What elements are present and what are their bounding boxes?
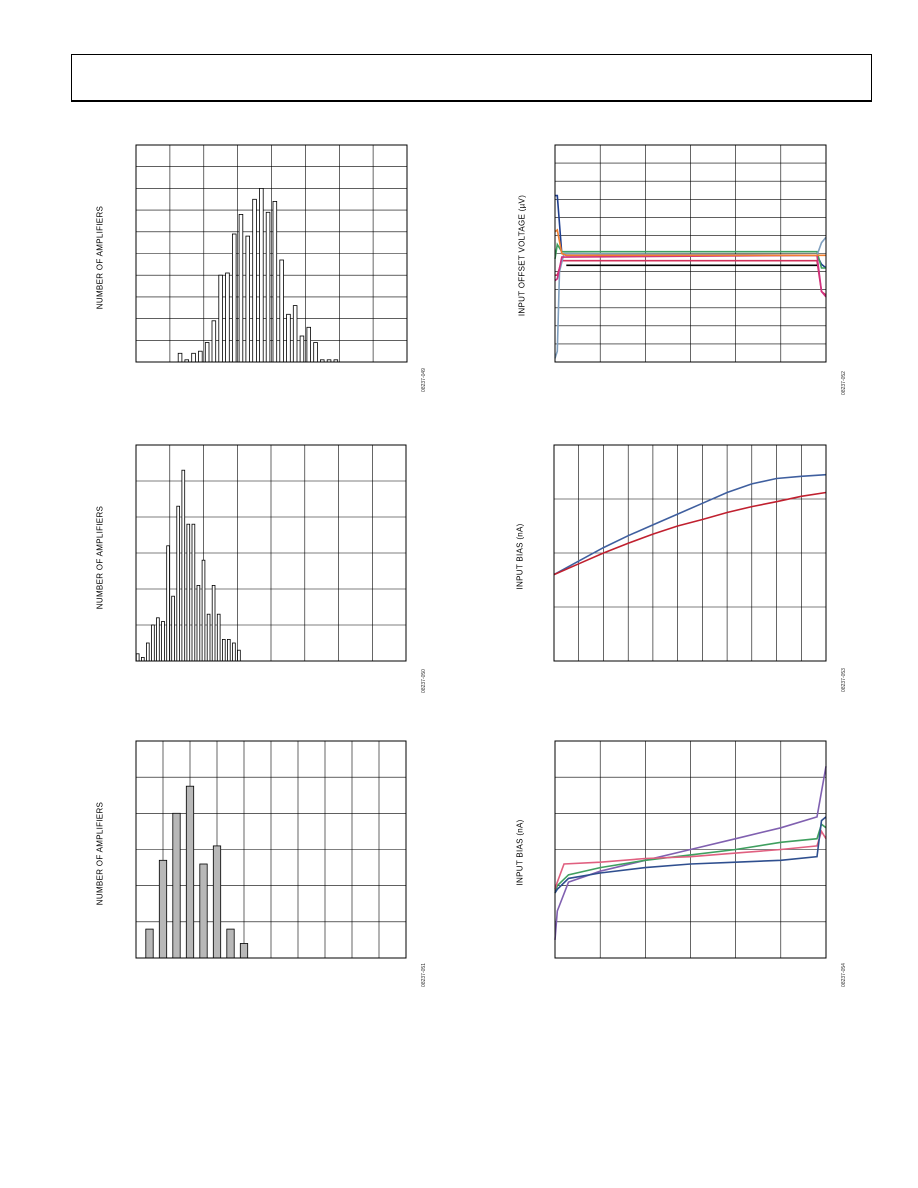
histogram-bar: [171, 595, 175, 662]
series-line: [554, 242, 826, 269]
histogram-bar: [313, 342, 318, 363]
histogram-bar: [156, 617, 160, 662]
figure-number-6: 08237-054: [840, 963, 847, 987]
histogram-bar: [158, 859, 168, 959]
plot-frame: [554, 740, 827, 959]
histogram-bar: [292, 305, 298, 363]
y-axis-label-3: NUMBER OF AMPLIFIERS: [95, 801, 105, 906]
histogram-bar: [151, 624, 155, 662]
series-line: [554, 228, 826, 257]
histogram-bar: [206, 613, 211, 662]
histogram-bar: [166, 545, 170, 662]
histogram-bar: [212, 845, 222, 959]
histogram-bar: [172, 812, 181, 959]
histogram-bar: [198, 350, 203, 363]
histogram-bar: [239, 943, 249, 959]
plot-frame: [553, 444, 827, 662]
histogram-bar: [211, 320, 217, 363]
histogram-svg-3: [135, 740, 407, 959]
histogram-bar: [265, 211, 271, 363]
histogram-plot-1: [135, 144, 408, 363]
histogram-bar: [186, 523, 191, 662]
figure-number-1: 08237-049: [420, 368, 427, 392]
figure-number-2: 08237-050: [420, 669, 427, 693]
histogram-bar: [259, 188, 264, 363]
histogram-bar: [222, 638, 226, 662]
histogram-bar: [232, 642, 236, 662]
histogram-bar: [185, 785, 195, 959]
figure-number-4: 08237-052: [840, 371, 847, 395]
histogram-bar: [272, 201, 278, 363]
series-line: [554, 254, 827, 298]
series-line: [554, 766, 827, 940]
offset-voltage-svg: [554, 144, 827, 363]
histogram-plot-3: [135, 740, 407, 959]
series-line: [554, 816, 827, 894]
input-bias-plot-2: [554, 740, 827, 959]
input-bias-svg-2: [554, 740, 827, 959]
grid-lines: [136, 145, 407, 362]
histogram-bar: [286, 313, 291, 363]
histogram-bar: [238, 214, 244, 363]
histogram-bar: [226, 928, 235, 959]
histogram-bar: [245, 235, 251, 363]
histogram-bar: [279, 259, 284, 363]
series-line: [554, 236, 827, 359]
grid-lines: [555, 145, 826, 362]
y-axis-label-2: NUMBER OF AMPLIFIERS: [95, 505, 105, 610]
input-bias-svg-1: [553, 444, 827, 662]
y-axis-label-1: NUMBER OF AMPLIFIERS: [95, 205, 105, 310]
histogram-bar: [204, 342, 210, 363]
histogram-bar: [201, 559, 206, 662]
histogram-svg-2: [135, 444, 407, 662]
histogram-bar: [216, 613, 221, 662]
histogram-bar: [145, 928, 154, 959]
histogram-bar: [252, 198, 257, 363]
histogram-plot-2: [135, 444, 407, 662]
histogram-bar: [227, 638, 231, 662]
histogram-bar: [177, 352, 183, 363]
series-line: [554, 822, 827, 894]
figure-number-5: 08237-053: [840, 668, 847, 692]
y-axis-label-4: INPUT OFFSET VOLTAGE (µV): [517, 194, 527, 317]
offset-voltage-plot: [554, 144, 827, 363]
figure-number-3: 08237-051: [420, 963, 427, 987]
histogram-bar: [176, 505, 180, 662]
plot-frame: [554, 144, 827, 363]
histogram-bar: [232, 233, 237, 363]
histogram-bar: [191, 352, 196, 363]
grid-lines: [554, 445, 826, 661]
histogram-bar: [181, 469, 186, 662]
histogram-bar: [199, 863, 208, 959]
histogram-bar: [299, 335, 305, 363]
histogram-bar: [218, 274, 223, 363]
histogram-bar: [237, 649, 241, 662]
plot-frame: [135, 444, 407, 662]
histogram-bar: [306, 326, 311, 363]
histogram-bar: [211, 584, 216, 662]
histogram-bar: [196, 584, 201, 662]
histogram-bar: [161, 620, 165, 662]
histogram-bar: [145, 642, 150, 662]
page-header-box: [71, 54, 872, 102]
y-axis-label-6: INPUT BIAS (nA): [515, 819, 525, 886]
histogram-svg-1: [135, 144, 408, 363]
series-line: [553, 473, 827, 576]
histogram-bar: [225, 272, 230, 363]
histogram-bar: [135, 653, 140, 662]
histogram-bar: [141, 656, 145, 662]
plot-frame: [135, 144, 408, 363]
plot-frame: [135, 740, 407, 959]
input-bias-plot-1: [553, 444, 827, 662]
y-axis-label-5: INPUT BIAS (nA): [515, 523, 525, 590]
histogram-bar: [191, 523, 196, 662]
series-line: [553, 491, 827, 576]
